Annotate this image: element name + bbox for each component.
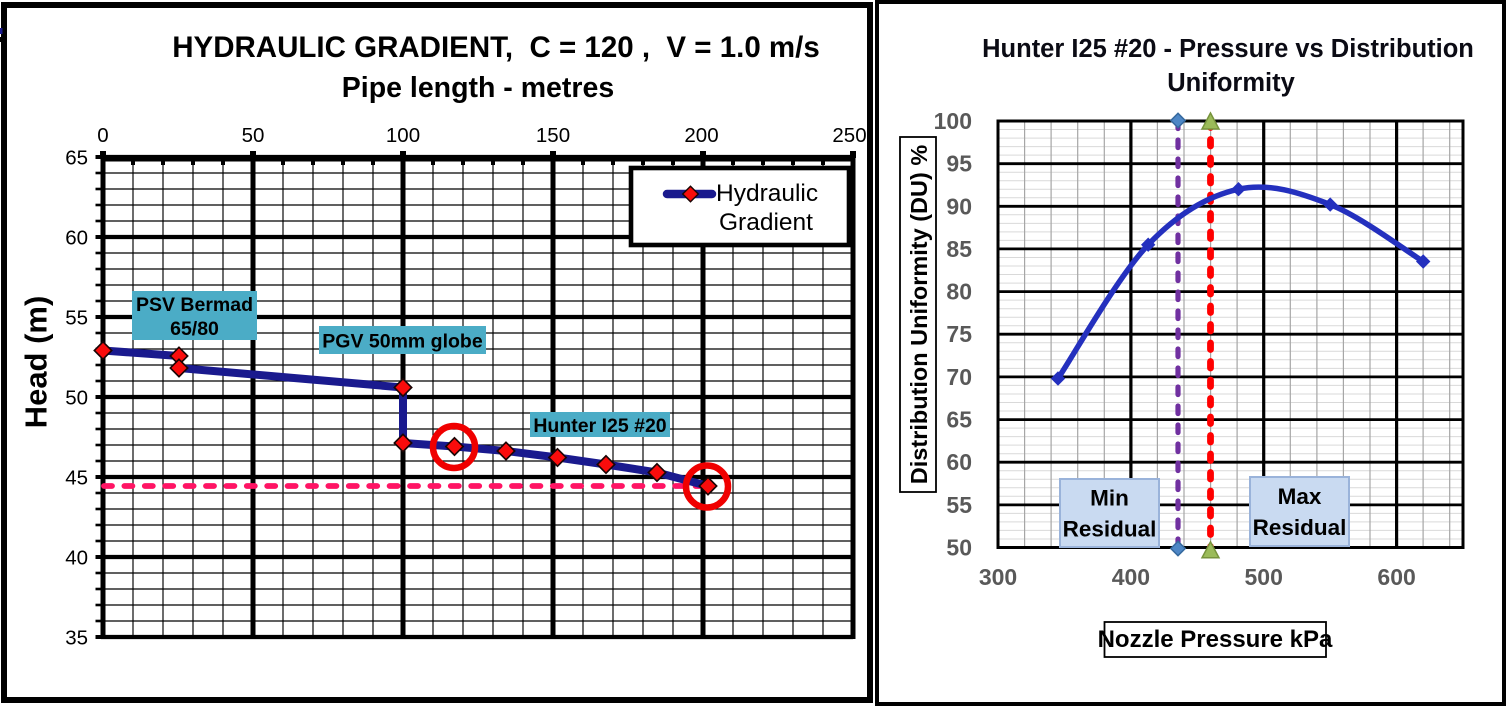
svg-text:Hunter I25 #20: Hunter I25 #20 — [533, 415, 666, 437]
svg-text:100: 100 — [386, 124, 420, 147]
svg-text:65: 65 — [65, 146, 88, 169]
svg-text:Max: Max — [1278, 484, 1322, 509]
svg-text:150: 150 — [536, 124, 570, 147]
svg-text:Head (m): Head (m) — [19, 296, 54, 429]
svg-text:65: 65 — [946, 407, 972, 433]
svg-text:Residual: Residual — [1253, 515, 1347, 540]
svg-text:Uniformity: Uniformity — [1167, 69, 1295, 97]
svg-text:300: 300 — [979, 564, 1017, 590]
svg-text:85: 85 — [946, 236, 972, 262]
svg-text:75: 75 — [946, 321, 972, 347]
svg-text:500: 500 — [1245, 564, 1283, 590]
svg-text:600: 600 — [1377, 564, 1415, 590]
svg-text:Hydraulic: Hydraulic — [716, 180, 818, 207]
svg-text:50: 50 — [65, 386, 88, 409]
svg-text:55: 55 — [946, 492, 972, 518]
svg-text:Nozzle Pressure kPa: Nozzle Pressure kPa — [1098, 626, 1333, 653]
svg-text:PGV 50mm globe: PGV 50mm globe — [322, 330, 483, 352]
svg-text:95: 95 — [946, 151, 972, 177]
svg-text:Hunter I25 #20 - Pressure vs D: Hunter I25 #20 - Pressure vs Distributio… — [982, 35, 1474, 63]
svg-text:80: 80 — [946, 279, 972, 305]
svg-text:90: 90 — [946, 193, 972, 219]
svg-text:400: 400 — [1112, 564, 1150, 590]
svg-text:65/80: 65/80 — [170, 318, 219, 340]
svg-text:60: 60 — [65, 226, 88, 249]
svg-text:Pipe length - metres: Pipe length - metres — [342, 72, 614, 104]
svg-text:50: 50 — [242, 124, 265, 147]
svg-text:60: 60 — [946, 449, 972, 475]
svg-text:Min: Min — [1090, 486, 1129, 511]
svg-text:Distribution Uniformity (DU) %: Distribution Uniformity (DU) % — [906, 145, 932, 485]
svg-text:55: 55 — [65, 306, 88, 329]
svg-text:200: 200 — [684, 124, 718, 147]
svg-text:40: 40 — [65, 546, 88, 569]
svg-text:70: 70 — [946, 364, 972, 390]
svg-text:0: 0 — [97, 124, 108, 147]
svg-text:Residual: Residual — [1063, 517, 1157, 542]
svg-text:50: 50 — [946, 535, 972, 561]
svg-text:Gradient: Gradient — [719, 209, 813, 236]
svg-text:100: 100 — [934, 108, 972, 134]
svg-text:45: 45 — [65, 466, 88, 489]
svg-text:250: 250 — [832, 124, 866, 147]
svg-text:HYDRAULIC GRADIENT, C = 120 ,: HYDRAULIC GRADIENT, C = 120 , V = 1.0 m/… — [172, 31, 820, 64]
svg-text:35: 35 — [65, 626, 88, 649]
svg-text:PSV Bermad: PSV Bermad — [136, 294, 253, 316]
